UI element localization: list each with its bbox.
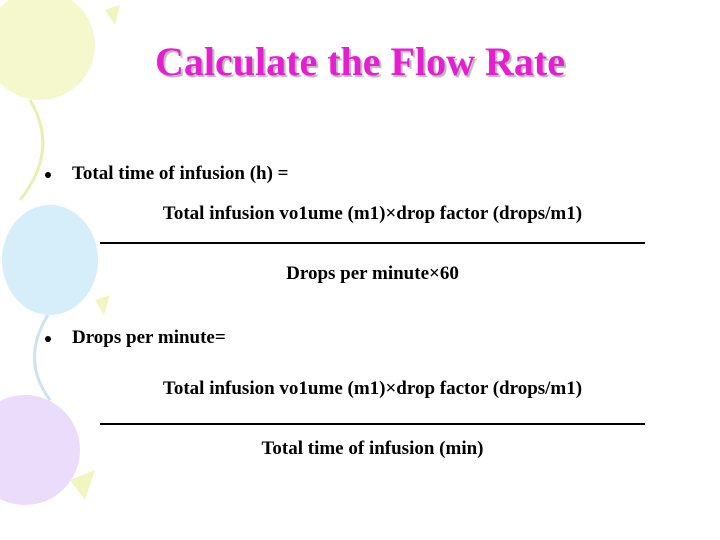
denominator: Total time of infusion (min) <box>261 438 484 459</box>
numerator: Total infusion vo1ume (m1)×drop factor (… <box>162 203 583 224</box>
denominator: Drops per minute×60 <box>286 263 459 284</box>
formula-label: Total time of infusion (h) = <box>72 163 289 184</box>
slide-title: Calculate the Flow Rate <box>155 39 565 84</box>
formula-label: Drops per minute= <box>72 327 226 348</box>
fraction-bar <box>100 242 645 244</box>
balloon-decoration <box>0 0 120 505</box>
bullet <box>45 336 51 342</box>
numerator: Total infusion vo1ume (m1)×drop factor (… <box>162 378 583 399</box>
bullet <box>45 172 51 178</box>
fraction-bar <box>100 423 645 425</box>
